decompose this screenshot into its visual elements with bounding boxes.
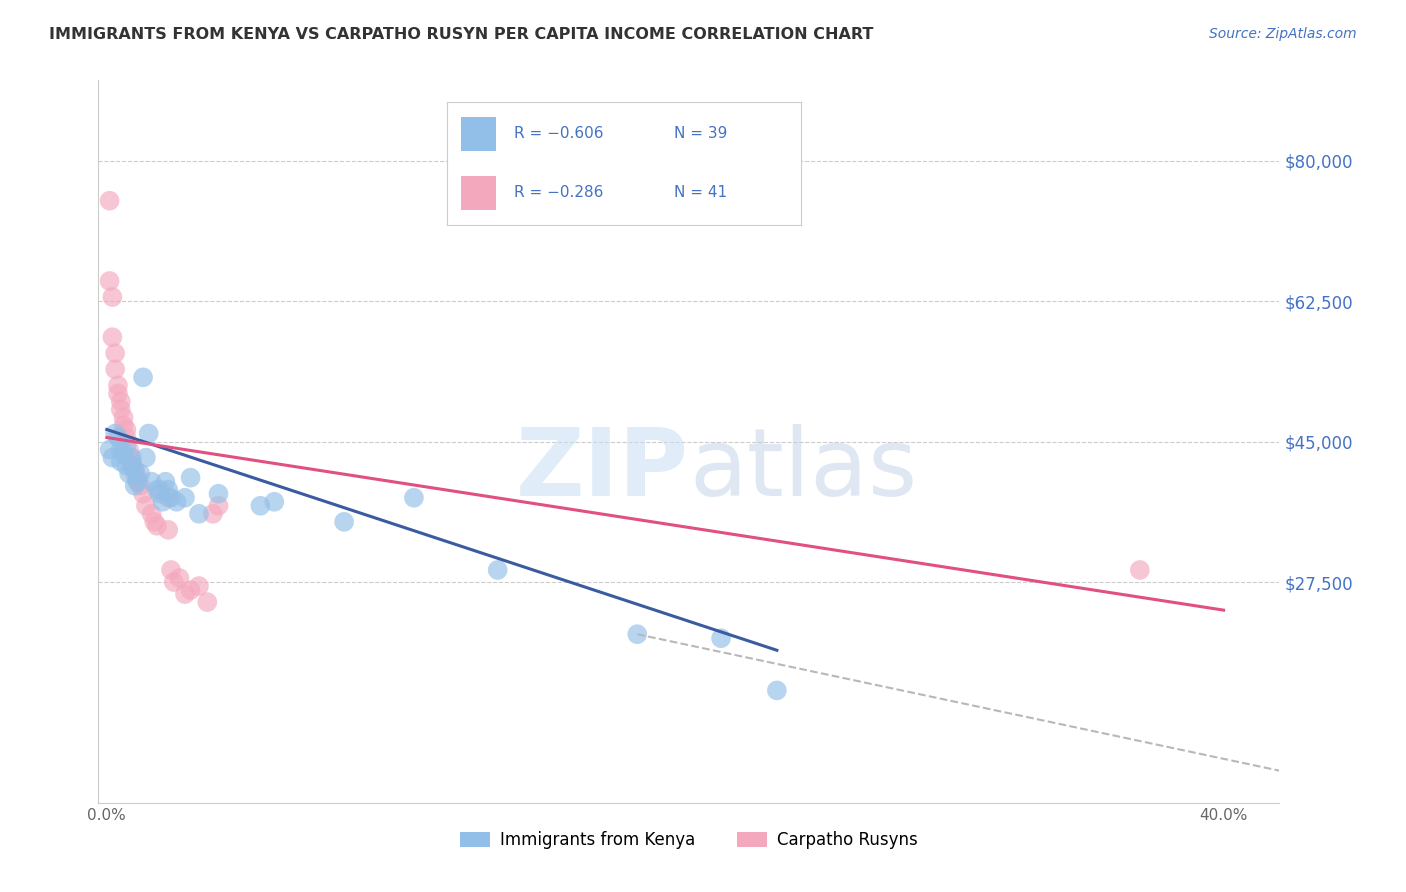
Point <box>187 579 209 593</box>
Point <box>155 475 177 489</box>
Point <box>333 515 356 529</box>
Point <box>101 330 124 344</box>
Point <box>174 491 197 505</box>
Point <box>98 274 121 288</box>
Point <box>138 426 160 441</box>
Point <box>143 515 166 529</box>
Point <box>104 346 127 360</box>
Point <box>107 430 129 444</box>
Point <box>110 402 132 417</box>
Point <box>112 418 135 433</box>
Point <box>115 458 138 473</box>
Point <box>127 470 149 484</box>
Point <box>110 442 132 457</box>
Point <box>98 194 121 208</box>
Text: atlas: atlas <box>689 425 917 516</box>
Point <box>121 458 143 473</box>
Point <box>118 442 141 457</box>
Point <box>112 410 135 425</box>
Point <box>146 483 169 497</box>
Point <box>121 454 143 468</box>
Point <box>766 683 789 698</box>
Text: ZIP: ZIP <box>516 425 689 516</box>
Point <box>135 499 157 513</box>
Point <box>101 450 124 465</box>
Point <box>129 478 152 492</box>
Point <box>1129 563 1152 577</box>
Point <box>132 486 155 500</box>
Point <box>110 454 132 468</box>
Legend: Immigrants from Kenya, Carpatho Rusyns: Immigrants from Kenya, Carpatho Rusyns <box>454 824 924 856</box>
Point <box>101 290 124 304</box>
Point <box>163 574 186 589</box>
Point <box>135 450 157 465</box>
Point <box>486 563 509 577</box>
Point <box>174 587 197 601</box>
Point <box>124 467 146 481</box>
Point <box>626 627 648 641</box>
Point <box>149 486 172 500</box>
Point <box>115 422 138 436</box>
Point <box>402 491 425 505</box>
Point <box>263 494 285 508</box>
Point <box>127 475 149 489</box>
Point <box>124 462 146 476</box>
Point <box>118 467 141 481</box>
Point <box>110 394 132 409</box>
Point <box>129 467 152 481</box>
Point <box>195 595 218 609</box>
Point <box>118 450 141 465</box>
Point <box>124 478 146 492</box>
Point <box>152 494 174 508</box>
Point <box>98 442 121 457</box>
Point <box>121 458 143 473</box>
Point <box>180 583 202 598</box>
Text: Source: ZipAtlas.com: Source: ZipAtlas.com <box>1209 27 1357 41</box>
Point <box>115 430 138 444</box>
Point <box>112 446 135 460</box>
Point <box>104 426 127 441</box>
Text: IMMIGRANTS FROM KENYA VS CARPATHO RUSYN PER CAPITA INCOME CORRELATION CHART: IMMIGRANTS FROM KENYA VS CARPATHO RUSYN … <box>49 27 873 42</box>
Point <box>121 450 143 465</box>
Point <box>132 370 155 384</box>
Point <box>207 499 229 513</box>
Point <box>160 563 183 577</box>
Point <box>115 438 138 452</box>
Point <box>166 494 188 508</box>
Point <box>187 507 209 521</box>
Point <box>127 475 149 489</box>
Point <box>157 483 180 497</box>
Point <box>249 499 271 513</box>
Point <box>207 486 229 500</box>
Point <box>201 507 224 521</box>
Point <box>104 362 127 376</box>
Point <box>710 632 733 646</box>
Point <box>141 475 163 489</box>
Point <box>146 518 169 533</box>
Point <box>124 462 146 476</box>
Point <box>107 386 129 401</box>
Point <box>149 483 172 497</box>
Point <box>141 507 163 521</box>
Point <box>157 491 180 505</box>
Point <box>160 491 183 505</box>
Point <box>107 378 129 392</box>
Point <box>157 523 180 537</box>
Point <box>169 571 191 585</box>
Point <box>180 470 202 484</box>
